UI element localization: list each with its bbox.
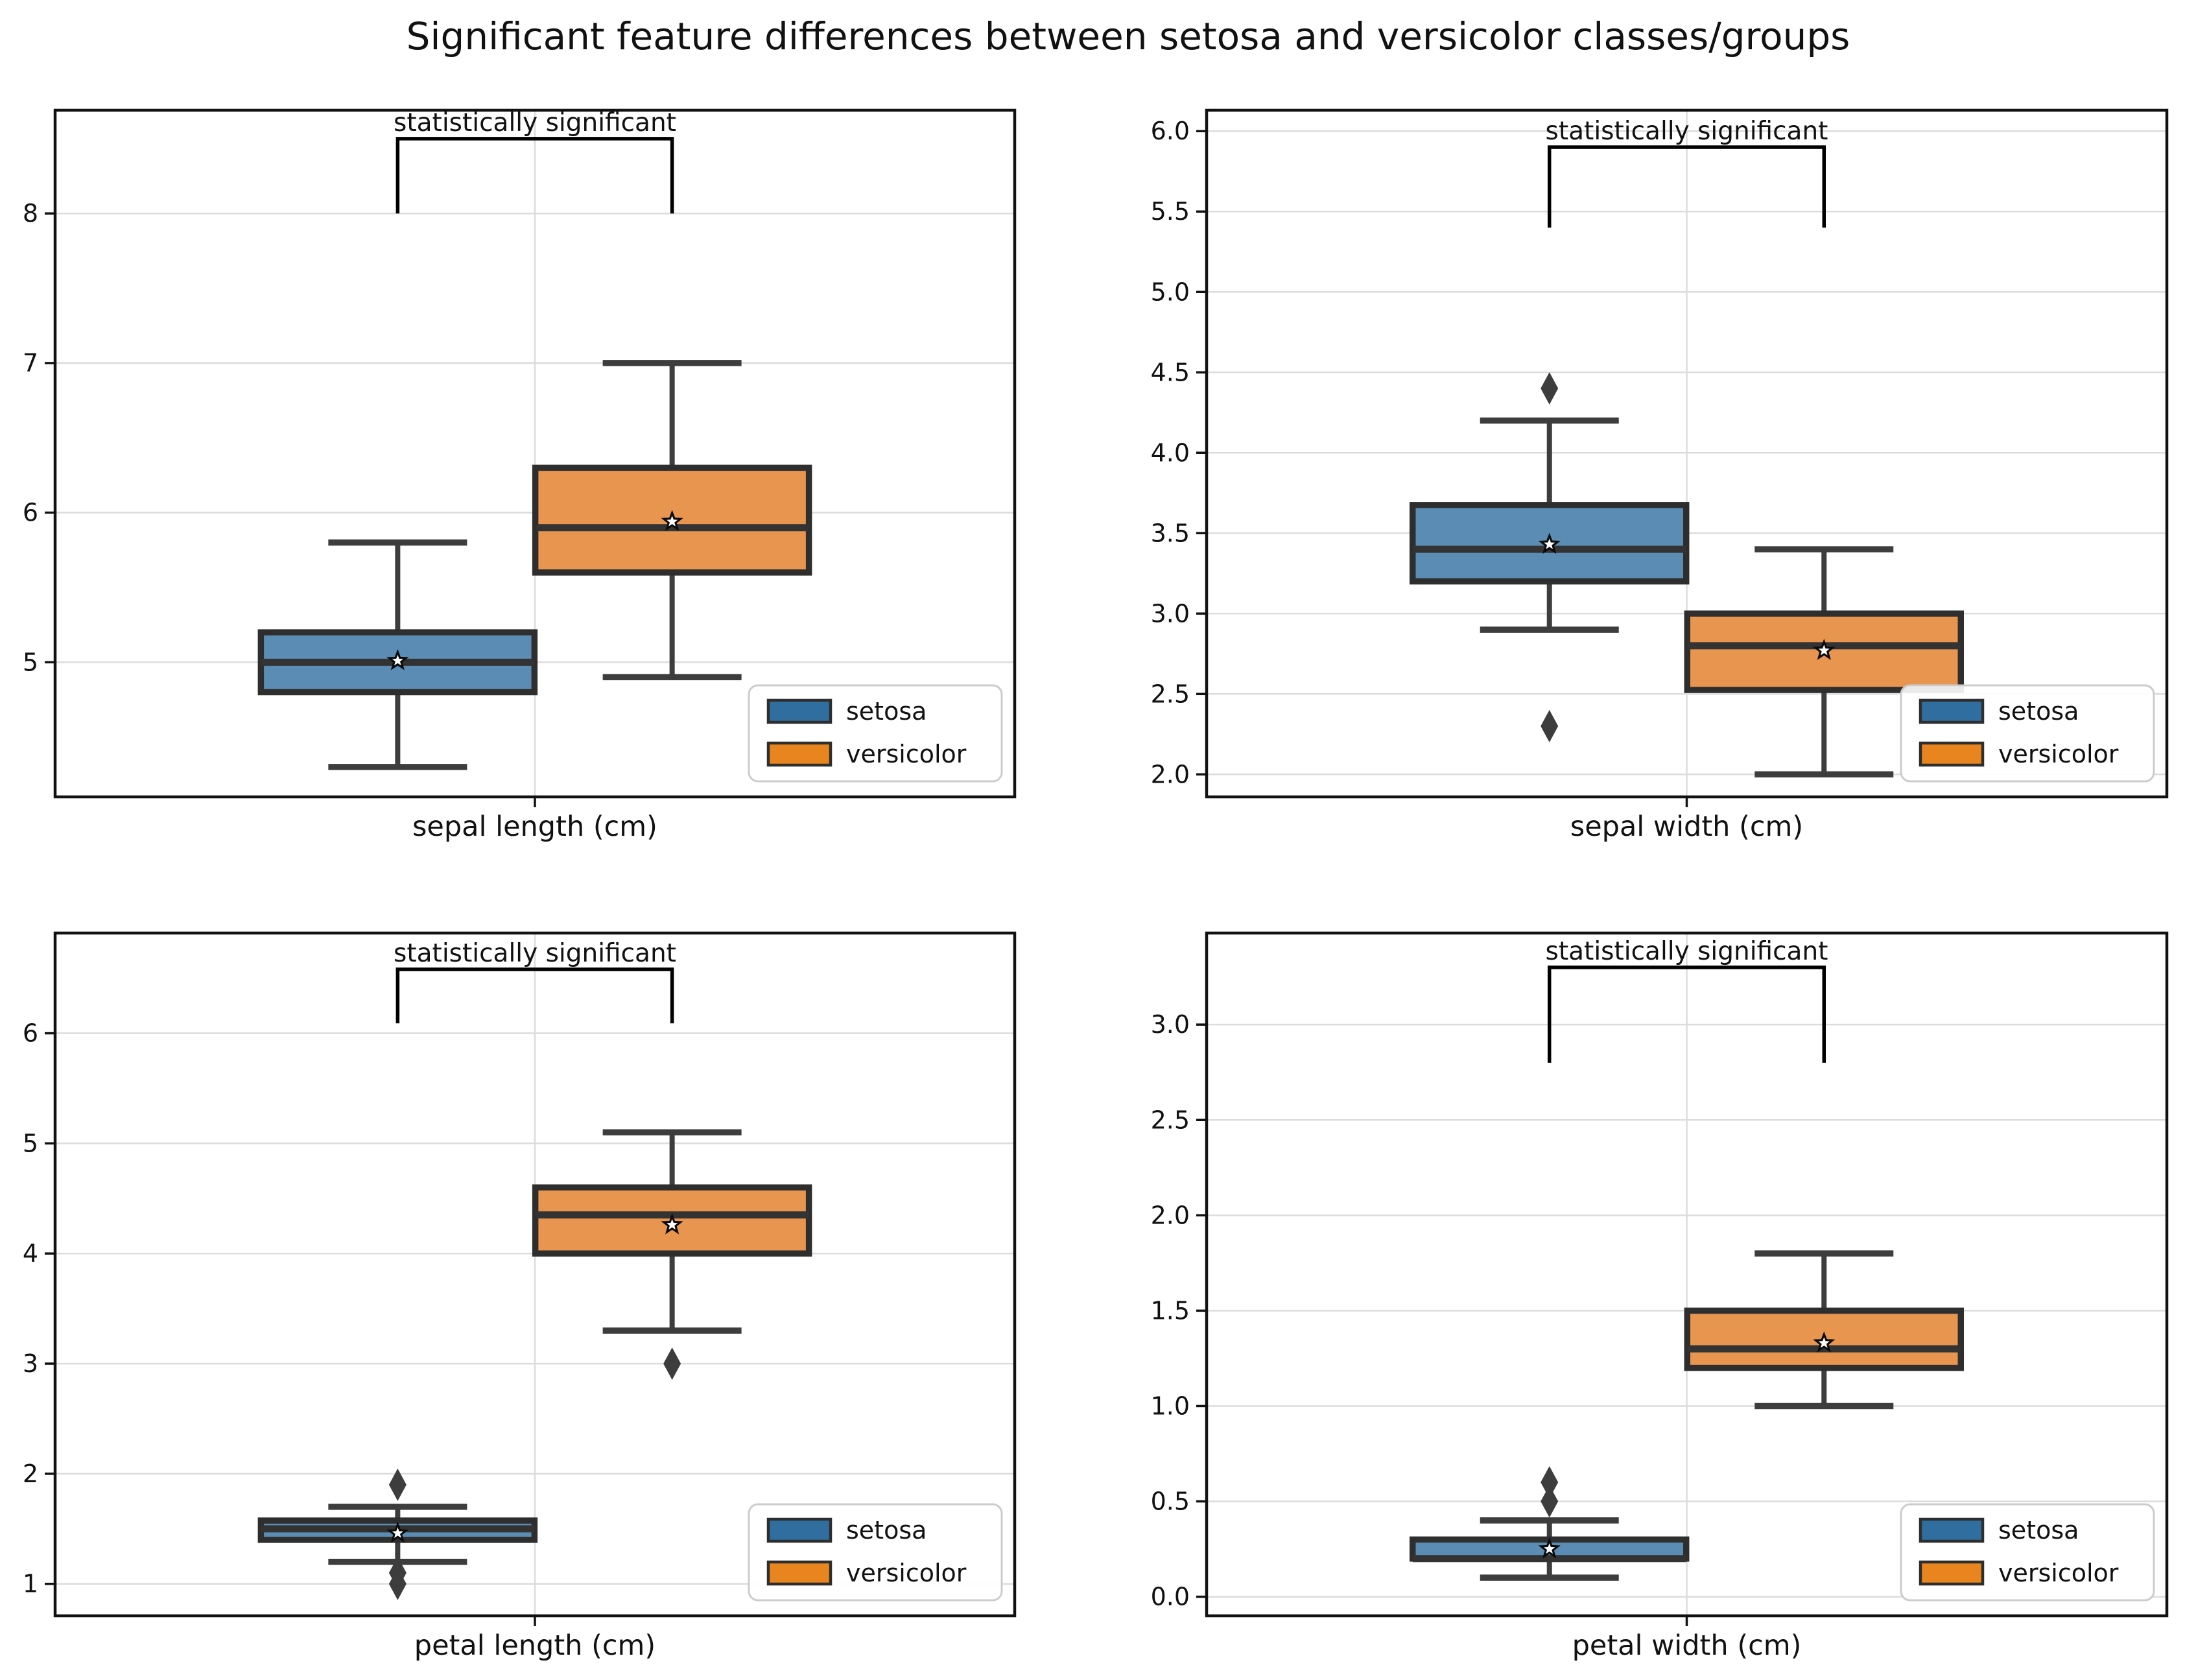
y-tick-label: 1	[23, 1570, 38, 1598]
y-tick-label: 2.5	[1151, 680, 1190, 708]
legend-label-setosa: setosa	[1998, 697, 2079, 726]
y-tick-label: 6.0	[1151, 117, 1190, 145]
figure-title: Significant feature differences between …	[407, 14, 1850, 58]
legend-swatch-setosa	[766, 698, 833, 724]
x-axis-label: petal length (cm)	[414, 1629, 656, 1662]
y-tick-label: 6	[23, 1019, 38, 1048]
y-tick-label: 4	[23, 1239, 38, 1268]
subplot-sepal-width: statistically significant 2.0 2.5 3.0 3.5 4.0…	[1151, 108, 2169, 843]
legend-label-versicolor: versicolor	[846, 740, 967, 768]
y-tick-label: 4.5	[1151, 358, 1190, 386]
boxplot-versicolor	[1684, 546, 1965, 778]
y-tick-label: 3.5	[1151, 519, 1190, 547]
significance-bracket	[1547, 965, 1826, 1063]
subplot-petal-width: statistically significant 0.0 0.5 1.0 1.5 2.0…	[1151, 931, 2169, 1662]
y-tick-label: 4.0	[1151, 438, 1190, 467]
outlier-diamond-icon	[388, 1567, 407, 1600]
significance-annotation: statistically significant	[394, 108, 676, 137]
y-tick-label: 1.0	[1151, 1391, 1190, 1420]
legend-swatch-setosa	[766, 1517, 833, 1543]
y-tick-label: 5.0	[1151, 278, 1190, 306]
outlier-diamond-icon	[1541, 709, 1559, 742]
y-tick-label: 2.0	[1151, 1201, 1190, 1229]
y-tick-label: 2	[23, 1460, 38, 1488]
significance-annotation: statistically significant	[394, 939, 676, 968]
y-tick-label: 0.0	[1151, 1583, 1190, 1611]
significance-bracket	[1547, 145, 1826, 228]
significance-bracket	[396, 967, 674, 1024]
legend-label-versicolor: versicolor	[1998, 1559, 2119, 1587]
y-tick-label: 3.0	[1151, 1010, 1190, 1039]
boxplot-versicolor	[532, 360, 812, 681]
outlier-diamond-icon	[1541, 372, 1559, 405]
boxplot-versicolor	[1684, 1250, 1965, 1410]
box-versicolor	[532, 464, 812, 576]
significance-annotation: statistically significant	[1546, 937, 1828, 966]
legend: setosa versicolor	[748, 1503, 1003, 1602]
mean-star-inner-icon	[667, 1219, 678, 1230]
subplot-sepal-length: statistically significant 5 6 7 8 sepal lengt…	[23, 108, 1017, 843]
boxplot-setosa	[1409, 1466, 1690, 1581]
mean-star-inner-icon	[392, 1527, 403, 1538]
outlier-diamond-icon	[1541, 1466, 1559, 1499]
y-tick-label: 6	[23, 499, 38, 527]
legend-swatch-setosa	[1919, 698, 1985, 724]
legend: setosa versicolor	[1900, 1503, 2155, 1602]
x-axis-label: petal width (cm)	[1572, 1629, 1802, 1662]
legend-swatch-versicolor	[1919, 741, 1985, 767]
outlier-diamond-icon	[388, 1468, 407, 1501]
legend: setosa versicolor	[1900, 684, 2155, 783]
legend-label-setosa: setosa	[846, 697, 927, 726]
mean-star-inner-icon	[1818, 645, 1830, 656]
mean-star-inner-icon	[392, 655, 403, 666]
significance-annotation: statistically significant	[1546, 117, 1828, 146]
legend: setosa versicolor	[748, 684, 1003, 783]
y-tick-label: 5	[23, 648, 38, 676]
mean-star-inner-icon	[1544, 1543, 1555, 1554]
y-tick-label: 8	[23, 199, 38, 228]
y-tick-label: 3	[23, 1349, 38, 1378]
legend-label-versicolor: versicolor	[1998, 740, 2119, 768]
boxplot-setosa	[257, 1468, 538, 1600]
legend-swatch-versicolor	[1919, 1560, 1985, 1586]
legend-label-setosa: setosa	[1998, 1516, 2079, 1544]
legend-swatch-versicolor	[766, 1560, 833, 1586]
y-tick-label: 7	[23, 349, 38, 377]
boxplot-setosa	[1409, 372, 1690, 742]
legend-swatch-versicolor	[766, 741, 833, 767]
mean-star-inner-icon	[1544, 538, 1555, 549]
legend-label-versicolor: versicolor	[846, 1559, 967, 1587]
y-tick-label: 1.5	[1151, 1296, 1190, 1325]
x-axis-label: sepal length (cm)	[412, 810, 657, 843]
subplot-petal-length: statistically significant 1 2 3 4 5 6 petal len…	[23, 931, 1017, 1662]
outlier-diamond-icon	[1541, 1485, 1559, 1518]
y-tick-label: 3.0	[1151, 599, 1190, 628]
y-tick-label: 2.0	[1151, 760, 1190, 788]
mean-star-inner-icon	[667, 515, 678, 526]
legend-swatch-setosa	[1919, 1517, 1985, 1543]
y-tick-label: 0.5	[1151, 1487, 1190, 1516]
boxplot-setosa	[257, 539, 538, 770]
legend-label-setosa: setosa	[846, 1516, 927, 1544]
boxplot-versicolor	[532, 1129, 812, 1380]
outlier-diamond-icon	[663, 1347, 681, 1380]
x-axis-label: sepal width (cm)	[1570, 810, 1803, 843]
mean-star-inner-icon	[1818, 1337, 1830, 1348]
y-tick-label: 2.5	[1151, 1106, 1190, 1134]
significance-bracket	[396, 137, 674, 214]
y-tick-label: 5.5	[1151, 197, 1190, 226]
y-tick-label: 5	[23, 1129, 38, 1157]
